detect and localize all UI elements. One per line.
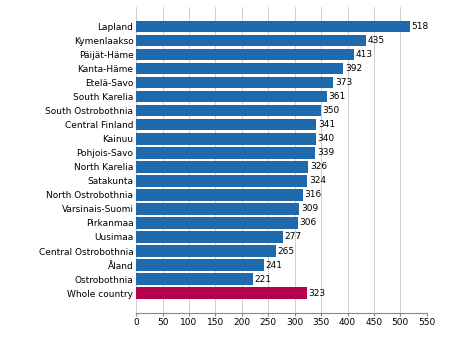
- Bar: [136, 189, 303, 201]
- Text: 241: 241: [265, 260, 282, 270]
- Text: 309: 309: [301, 204, 318, 214]
- Bar: [136, 105, 321, 116]
- Text: 265: 265: [278, 246, 295, 256]
- Bar: [136, 245, 276, 257]
- Text: 316: 316: [305, 190, 322, 199]
- Text: 323: 323: [308, 289, 326, 298]
- Text: 340: 340: [317, 134, 335, 143]
- Text: 341: 341: [318, 120, 335, 129]
- Text: 518: 518: [411, 22, 429, 31]
- Text: 326: 326: [310, 162, 327, 171]
- Bar: [136, 133, 316, 144]
- Text: 435: 435: [368, 36, 385, 45]
- Text: 306: 306: [300, 219, 317, 227]
- Bar: [136, 91, 327, 102]
- Bar: [136, 287, 307, 299]
- Bar: [136, 259, 263, 271]
- Bar: [136, 63, 343, 74]
- Text: 361: 361: [329, 92, 346, 101]
- Text: 277: 277: [284, 233, 301, 241]
- Text: 221: 221: [255, 275, 271, 284]
- Text: 324: 324: [309, 176, 326, 185]
- Bar: [136, 21, 410, 32]
- Bar: [136, 147, 315, 158]
- Bar: [136, 175, 307, 187]
- Bar: [136, 77, 333, 88]
- Bar: [136, 161, 308, 173]
- Bar: [136, 273, 253, 285]
- Bar: [136, 231, 282, 243]
- Text: 373: 373: [335, 78, 352, 87]
- Text: 350: 350: [323, 106, 340, 115]
- Bar: [136, 49, 355, 60]
- Text: 392: 392: [345, 64, 362, 73]
- Bar: [136, 119, 316, 131]
- Text: 339: 339: [317, 148, 334, 157]
- Bar: [136, 35, 366, 46]
- Bar: [136, 217, 298, 229]
- Text: 413: 413: [356, 50, 373, 59]
- Bar: [136, 203, 300, 215]
